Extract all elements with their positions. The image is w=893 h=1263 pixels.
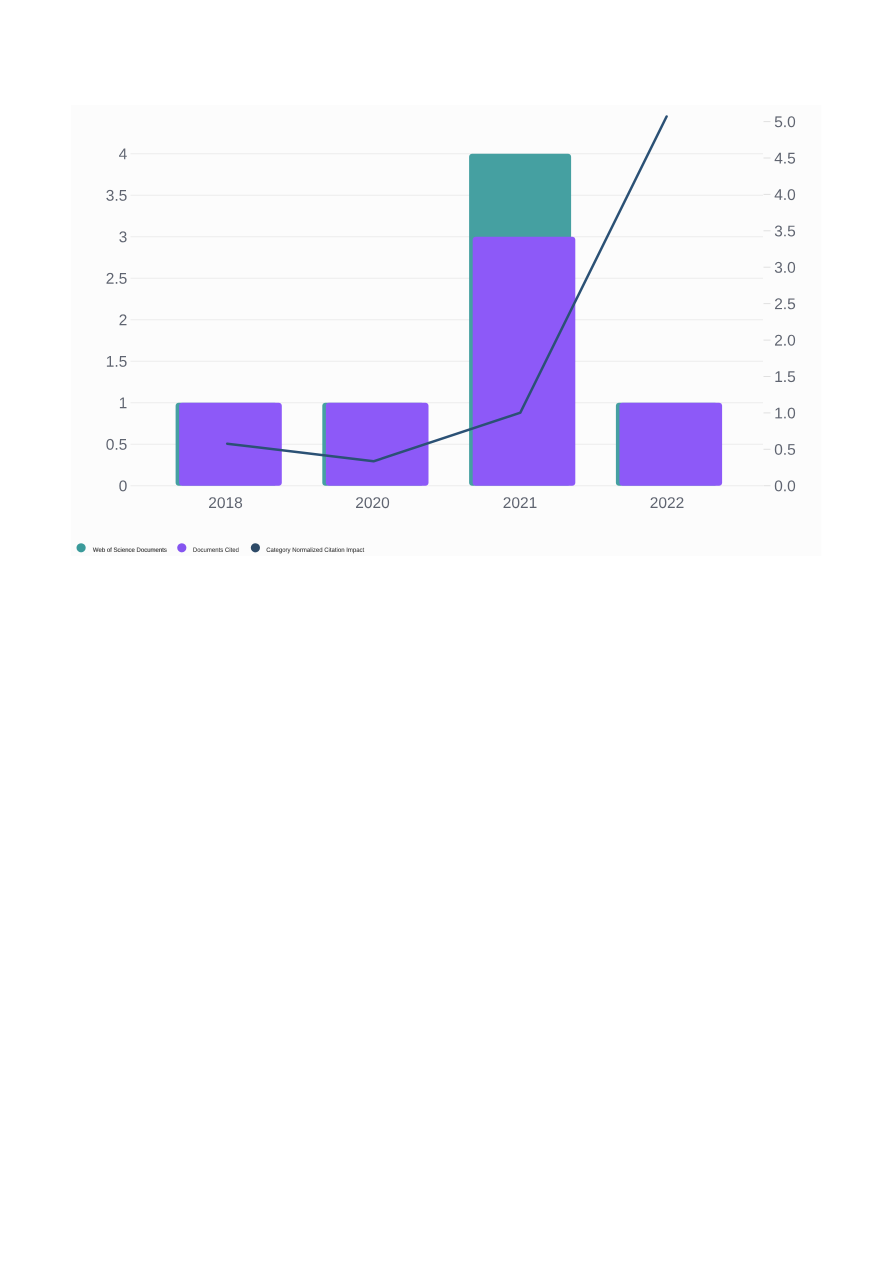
svg-text:Web of Science Documents: Web of Science Documents xyxy=(93,548,167,554)
svg-text:Documents Cited: Documents Cited xyxy=(193,548,239,554)
svg-text:Category Normalized Citation I: Category Normalized Citation Impact xyxy=(266,548,364,554)
